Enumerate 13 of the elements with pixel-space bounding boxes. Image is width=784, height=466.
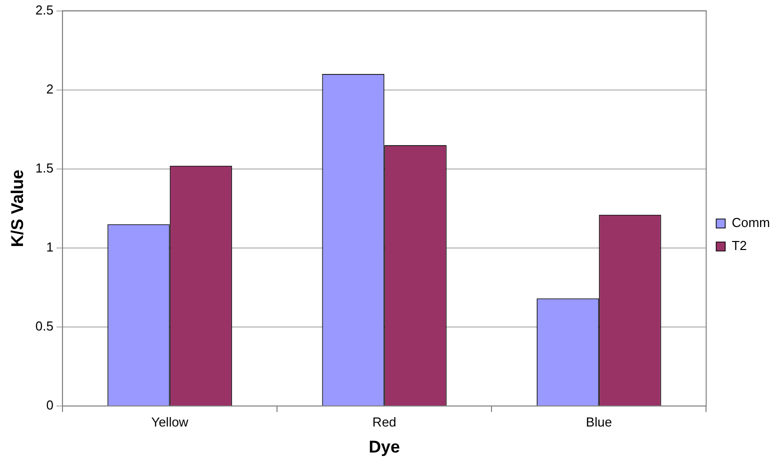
- y-tick-label: 0: [46, 398, 54, 413]
- legend-label: Comm: [732, 215, 770, 230]
- x-tick-label: Blue: [586, 414, 612, 430]
- y-tick-label: 1: [46, 240, 54, 254]
- x-axis-title: Dye: [368, 437, 400, 456]
- x-tick-label: Red: [372, 414, 396, 430]
- y-axis-title: K/S Value: [8, 170, 27, 248]
- y-tick-label: 1.5: [35, 160, 54, 176]
- y-tick-label: 0.5: [35, 318, 54, 334]
- y-tick-label: 2.5: [35, 2, 54, 18]
- legend-label: T2: [732, 238, 747, 254]
- y-tick-label: 2: [46, 81, 54, 96]
- x-tick-label: Yellow: [151, 414, 189, 430]
